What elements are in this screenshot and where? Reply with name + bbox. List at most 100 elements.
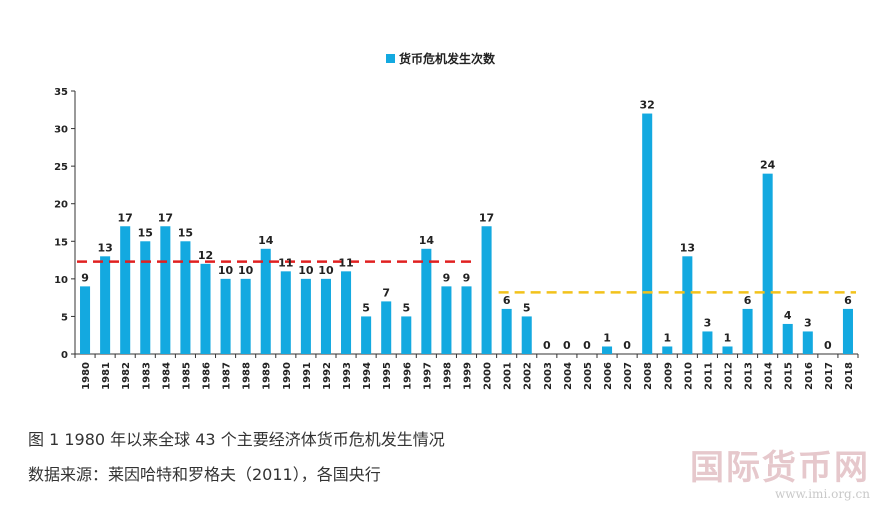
y-tick-label: 30 <box>54 125 68 136</box>
data-label: 0 <box>563 339 571 352</box>
data-label: 0 <box>583 339 591 352</box>
bar <box>521 316 532 354</box>
x-tick-label: 1988 <box>242 362 253 390</box>
bar <box>220 278 231 354</box>
x-tick-label: 1982 <box>121 362 132 390</box>
x-tick-labels: 1980 1981 1982 1983 1984 1985 1986 1987 1988 1989… <box>81 362 855 390</box>
data-label: 17 <box>479 211 494 224</box>
x-tick-label: 2003 <box>543 362 554 390</box>
y-tick-label: 5 <box>61 312 68 323</box>
watermark: 国际货币网 www.imi.org.cn <box>690 440 870 501</box>
x-tick-label: 1989 <box>262 362 273 390</box>
data-label: 6 <box>503 294 511 307</box>
data-label: 13 <box>97 241 112 254</box>
data-label: 1 <box>663 331 671 344</box>
x-tick-label: 2011 <box>703 362 714 390</box>
x-tick-label: 2004 <box>563 362 574 390</box>
data-label: 5 <box>523 301 531 314</box>
x-tick-label: 2006 <box>603 362 614 390</box>
x-tick-label: 1999 <box>463 362 474 390</box>
data-label: 3 <box>704 316 712 329</box>
x-tick-label: 1998 <box>442 362 453 390</box>
bar <box>361 316 372 354</box>
data-label: 6 <box>744 294 752 307</box>
data-label: 9 <box>463 271 471 284</box>
data-label: 5 <box>362 301 370 314</box>
bar <box>602 346 613 354</box>
data-label: 11 <box>278 256 293 269</box>
data-label: 17 <box>158 211 173 224</box>
data-label: 14 <box>258 234 274 247</box>
chart-legend: 货币危机发生次数 <box>386 51 496 66</box>
data-label: 10 <box>218 264 234 277</box>
bar <box>341 271 352 354</box>
data-label: 9 <box>81 271 89 284</box>
data-label: 24 <box>760 159 776 172</box>
y-tick-label: 15 <box>54 237 68 248</box>
x-tick-label: 1980 <box>81 362 92 390</box>
data-label: 13 <box>680 241 695 254</box>
x-tick-label: 2013 <box>744 362 755 390</box>
y-tick-label: 20 <box>54 200 68 211</box>
data-label: 11 <box>338 256 353 269</box>
x-tick-label: 2005 <box>583 362 594 390</box>
bar <box>682 256 693 354</box>
data-label: 1 <box>724 331 732 344</box>
bar <box>662 346 673 354</box>
data-label: 4 <box>784 309 792 322</box>
x-tick-label: 2015 <box>784 362 795 390</box>
bar <box>501 308 512 354</box>
x-tick-label: 1993 <box>342 362 353 390</box>
x-tick-label: 1997 <box>422 362 433 390</box>
x-tick-label: 1981 <box>101 362 112 390</box>
x-tick-label: 2001 <box>503 362 514 390</box>
data-label: 0 <box>543 339 551 352</box>
data-label: 32 <box>640 99 655 112</box>
x-tick-label: 2008 <box>643 362 654 390</box>
legend-label: 货币危机发生次数 <box>399 51 496 66</box>
x-tick-label: 1987 <box>222 362 233 390</box>
x-tick-label: 2018 <box>844 362 855 390</box>
x-tick-label: 2007 <box>623 362 634 390</box>
data-label: 6 <box>844 294 852 307</box>
bar <box>401 316 412 354</box>
bar <box>742 308 753 354</box>
bar <box>320 278 331 354</box>
bar <box>300 278 311 354</box>
data-label: 10 <box>238 264 254 277</box>
bar <box>702 331 713 354</box>
data-label: 7 <box>382 286 390 299</box>
data-source-caption: 数据来源：莱因哈特和罗格夫（2011），各国央行 <box>28 465 381 484</box>
bar <box>100 256 111 354</box>
x-tick-label: 1985 <box>181 362 192 390</box>
bar <box>200 263 211 354</box>
bar <box>140 241 151 354</box>
data-label: 0 <box>623 339 631 352</box>
data-label: 15 <box>138 226 153 239</box>
x-tick-label: 1996 <box>402 362 413 390</box>
data-label: 9 <box>443 271 451 284</box>
bar <box>280 271 291 354</box>
bar <box>120 226 131 354</box>
x-tick-label: 1984 <box>161 362 172 390</box>
bar <box>441 286 452 354</box>
data-label: 0 <box>824 339 832 352</box>
bar <box>461 286 472 354</box>
data-label: 10 <box>298 264 314 277</box>
reference-lines <box>77 260 856 294</box>
x-tick-label: 2012 <box>724 362 735 390</box>
data-label: 3 <box>804 316 812 329</box>
x-tick-label: 2009 <box>663 362 674 390</box>
legend-swatch <box>386 54 395 63</box>
bar <box>80 286 91 354</box>
bar <box>481 226 492 354</box>
data-label: 15 <box>178 226 193 239</box>
x-tick-label: 2000 <box>483 362 494 390</box>
bar <box>240 278 251 354</box>
bar <box>762 173 773 354</box>
watermark-url: www.imi.org.cn <box>775 487 870 501</box>
data-label: 12 <box>198 249 213 262</box>
x-tick-label: 1986 <box>202 362 213 390</box>
data-label: 17 <box>118 211 133 224</box>
